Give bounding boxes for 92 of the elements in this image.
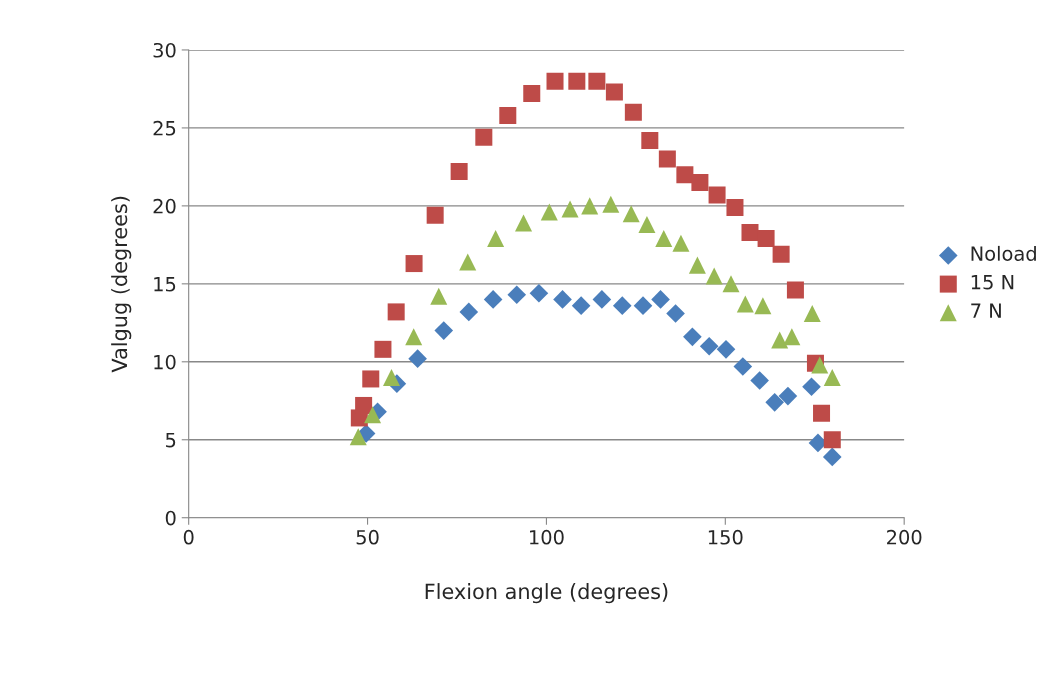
point: [754, 297, 772, 315]
point: [803, 304, 821, 322]
point: [733, 357, 753, 376]
x-tick-label: 100: [530, 529, 564, 545]
point: [726, 198, 744, 216]
point: [822, 447, 842, 467]
point: [408, 349, 427, 368]
point: [561, 200, 579, 218]
point: [553, 290, 572, 309]
point: [434, 321, 454, 340]
point: [823, 431, 841, 449]
point: [624, 103, 642, 121]
point: [355, 396, 373, 414]
point: [757, 230, 775, 248]
point: [605, 83, 623, 101]
point: [765, 393, 784, 412]
point: [771, 331, 789, 349]
point: [602, 195, 620, 213]
point: [813, 404, 831, 422]
point: [581, 197, 599, 215]
point: [487, 230, 505, 248]
point: [641, 131, 659, 149]
point: [405, 255, 423, 273]
point: [622, 205, 640, 223]
point: [405, 328, 423, 346]
point: [823, 368, 841, 386]
point: [364, 406, 382, 424]
point: [802, 377, 821, 397]
point: [772, 245, 790, 263]
point: [362, 370, 380, 388]
point: [499, 106, 517, 124]
y-tick-label: 20: [153, 198, 176, 214]
point: [658, 150, 676, 168]
point: [638, 216, 656, 234]
point: [523, 85, 541, 103]
x-tick-label: 50: [356, 529, 379, 545]
y-axis-title: Valgug (degrees): [111, 196, 132, 373]
point: [691, 173, 709, 191]
point: [705, 267, 723, 285]
point: [529, 283, 549, 303]
point: [483, 290, 503, 309]
point: [716, 340, 736, 359]
point: [783, 328, 801, 346]
y-tick-label: 10: [154, 354, 176, 370]
point: [459, 302, 479, 322]
point: [666, 304, 685, 323]
point: [633, 296, 653, 315]
point: [612, 296, 632, 315]
point: [349, 428, 367, 446]
point: [736, 295, 754, 313]
point: [515, 214, 533, 232]
x-tick-label: 150: [708, 529, 743, 545]
y-tick-label: 0: [165, 510, 176, 526]
y-tick-label: 15: [154, 277, 176, 292]
point: [778, 386, 798, 406]
y-tick-label: 30: [153, 42, 176, 58]
point: [651, 290, 670, 309]
point: [688, 256, 706, 274]
legend-label: Noload: [971, 245, 1036, 261]
point: [750, 371, 769, 390]
point: [683, 327, 702, 347]
point: [450, 163, 468, 181]
point: [592, 290, 612, 309]
point: [383, 368, 401, 386]
point: [571, 296, 591, 315]
point: [676, 166, 694, 184]
point: [672, 234, 690, 252]
point: [699, 336, 719, 356]
point: [741, 223, 759, 241]
x-axis-title: Flexion angle (degrees): [425, 583, 668, 604]
point: [507, 285, 527, 305]
point: [568, 72, 586, 90]
point: [588, 72, 606, 90]
point: [374, 340, 392, 358]
legend-label: 7 N: [971, 303, 1001, 318]
x-tick-label: 0: [183, 529, 194, 545]
x-tick-label: 200: [887, 529, 922, 545]
point: [430, 287, 448, 305]
point: [708, 186, 726, 204]
legend-label: 15 N: [971, 275, 1014, 290]
point: [655, 230, 673, 248]
point: [540, 203, 558, 221]
point: [459, 253, 477, 271]
point: [546, 72, 564, 90]
point: [387, 303, 405, 321]
point: [475, 128, 493, 146]
point: [722, 275, 740, 293]
y-tick-label: 25: [153, 120, 176, 136]
point: [786, 281, 804, 299]
point: [811, 356, 829, 374]
y-tick-label: 5: [166, 432, 176, 448]
point: [426, 206, 444, 224]
